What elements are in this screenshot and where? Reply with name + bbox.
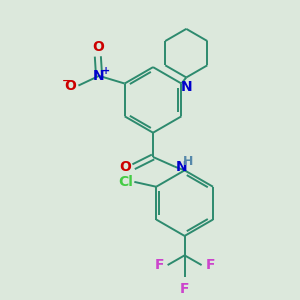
Text: Cl: Cl	[118, 175, 133, 189]
Text: O: O	[119, 160, 131, 174]
Text: N: N	[181, 80, 192, 94]
Text: +: +	[102, 66, 110, 76]
Text: N: N	[93, 69, 105, 83]
Text: F: F	[205, 258, 215, 272]
Text: −: −	[61, 76, 71, 86]
Text: O: O	[92, 40, 104, 54]
Text: F: F	[154, 258, 164, 272]
Text: F: F	[180, 282, 189, 296]
Text: H: H	[183, 155, 194, 168]
Text: O: O	[64, 79, 76, 93]
Text: N: N	[176, 160, 188, 174]
